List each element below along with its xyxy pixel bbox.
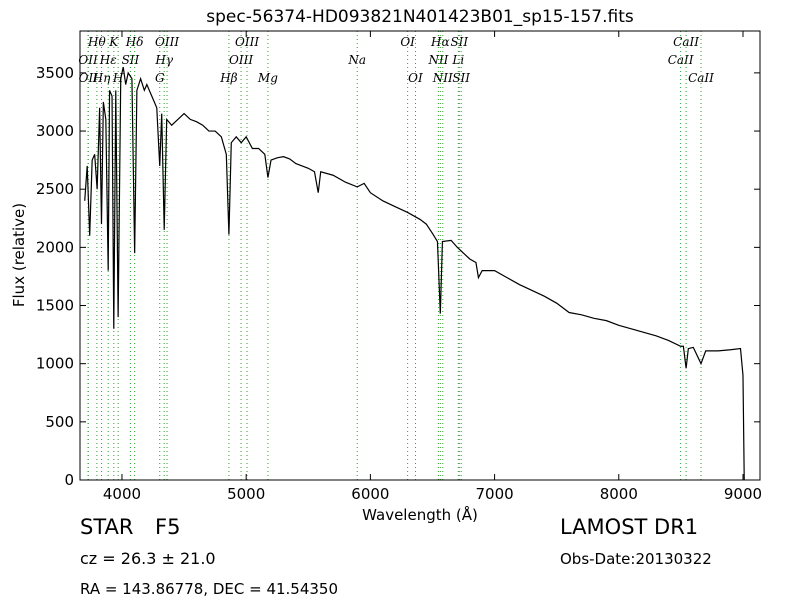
y-tick-label: 3000 <box>36 122 74 140</box>
x-axis-label: Wavelength (Å) <box>362 505 478 524</box>
spectral-line-label: CaII <box>668 53 694 67</box>
spectral-line-label: Hδ <box>125 35 144 49</box>
object-class: STAR <box>80 515 133 539</box>
spectral-line-label: G <box>155 71 165 85</box>
coordinates: RA = 143.86778, DEC = 41.54350 <box>80 580 338 598</box>
spectral-line-label: Hγ <box>154 53 173 67</box>
y-tick-label: 3500 <box>36 64 74 82</box>
spectral-line-label: OIII <box>155 35 179 49</box>
spectral-line-label: Na <box>347 53 366 67</box>
x-tick-label: 4000 <box>103 485 141 503</box>
spectral-line-label: OIII <box>235 35 259 49</box>
spectral-line-label: SII <box>450 35 468 49</box>
spectral-line-label: Hβ <box>219 71 237 85</box>
chart-title: spec-56374-HD093821N401423B01_sp15-157.f… <box>206 7 634 27</box>
spectral-line-label: Hη <box>92 71 111 85</box>
spectral-line-label: NII <box>432 71 453 85</box>
x-tick-label: 9000 <box>724 485 762 503</box>
y-tick-label: 2500 <box>36 180 74 198</box>
y-tick-label: 2000 <box>36 238 74 256</box>
spectral-line-label: OII <box>79 71 99 85</box>
x-tick-label: 7000 <box>475 485 513 503</box>
spectral-line-label: NII <box>427 53 448 67</box>
spectral-line-label: SII <box>122 53 140 67</box>
spectral-line-label: Hε <box>99 53 117 67</box>
spectral-line-label: CaII <box>688 71 714 85</box>
spectral-line-label: OI <box>408 71 423 85</box>
spectral-line-label: K <box>108 35 119 49</box>
x-tick-label: 8000 <box>600 485 638 503</box>
spectral-line-label: Hα <box>430 35 450 49</box>
spectrum-line <box>84 66 745 481</box>
spectral-line-label: CaII <box>673 35 699 49</box>
y-tick-label: 1000 <box>36 355 74 373</box>
plot-frame <box>79 30 761 481</box>
x-tick-label: 5000 <box>227 485 265 503</box>
spectral-line-label: OI <box>400 35 415 49</box>
obs-date: Obs-Date:20130322 <box>560 550 712 568</box>
x-tick-label: 6000 <box>351 485 389 503</box>
y-tick-label: 0 <box>64 471 74 489</box>
y-axis-label: Flux (relative) <box>10 203 28 307</box>
spectral-line-label: Mg <box>257 71 278 85</box>
y-tick-label: 500 <box>45 413 74 431</box>
spectral-line-label: SII <box>452 71 470 85</box>
survey: LAMOST DR1 <box>560 515 698 539</box>
spectral-line-label: OIII <box>229 53 253 67</box>
redshift: cz = 26.3 ± 21.0 <box>80 549 216 568</box>
spectral-line-label: Li <box>451 53 464 67</box>
spectral-line-label: Hθ <box>87 35 106 49</box>
y-tick-label: 1500 <box>36 297 74 315</box>
object-subclass: F5 <box>155 515 180 539</box>
